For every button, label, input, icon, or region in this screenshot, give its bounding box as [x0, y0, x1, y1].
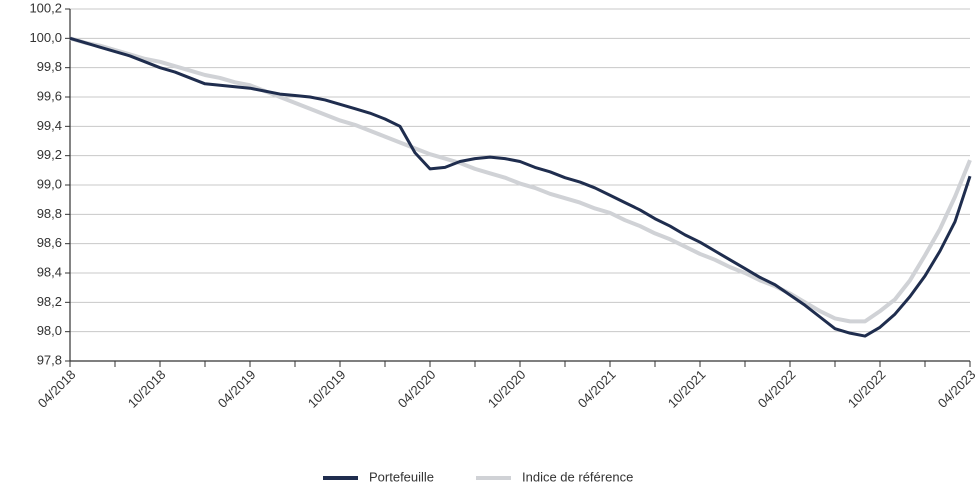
x-tick-label: 10/2022: [845, 367, 889, 411]
x-tick-label: 04/2020: [395, 367, 439, 411]
y-tick-label: 99,6: [37, 88, 62, 103]
x-tick-label: 10/2018: [125, 367, 169, 411]
x-tick-label: 04/2021: [575, 367, 619, 411]
line-series: [69, 36, 972, 338]
x-tick-label: 10/2019: [305, 367, 349, 411]
y-tick-label: 97,8: [37, 352, 62, 367]
y-tick-label: 99,8: [37, 59, 62, 74]
y-tick-label: 98,6: [37, 235, 62, 250]
y-tick-label: 98,2: [37, 294, 62, 309]
line-series: [69, 36, 972, 324]
x-tick-label: 04/2019: [215, 367, 259, 411]
y-tick-label: 98,8: [37, 206, 62, 221]
x-tick-label: 04/2018: [35, 367, 79, 411]
y-tick-label: 99,4: [37, 118, 62, 133]
y-tick-label: 100,0: [29, 30, 62, 45]
legend-label: Indice de référence: [522, 469, 633, 484]
y-tick-label: 99,2: [37, 147, 62, 162]
y-tick-label: 98,4: [37, 264, 62, 279]
x-tick-label: 04/2022: [755, 367, 799, 411]
y-tick-label: 99,0: [37, 176, 62, 191]
x-tick-label: 10/2020: [485, 367, 529, 411]
y-tick-label: 100,2: [29, 0, 62, 15]
x-tick-label: 04/2023: [935, 367, 975, 411]
legend-label: Portefeuille: [369, 469, 434, 484]
x-tick-label: 10/2021: [665, 367, 709, 411]
y-tick-label: 98,0: [37, 323, 62, 338]
